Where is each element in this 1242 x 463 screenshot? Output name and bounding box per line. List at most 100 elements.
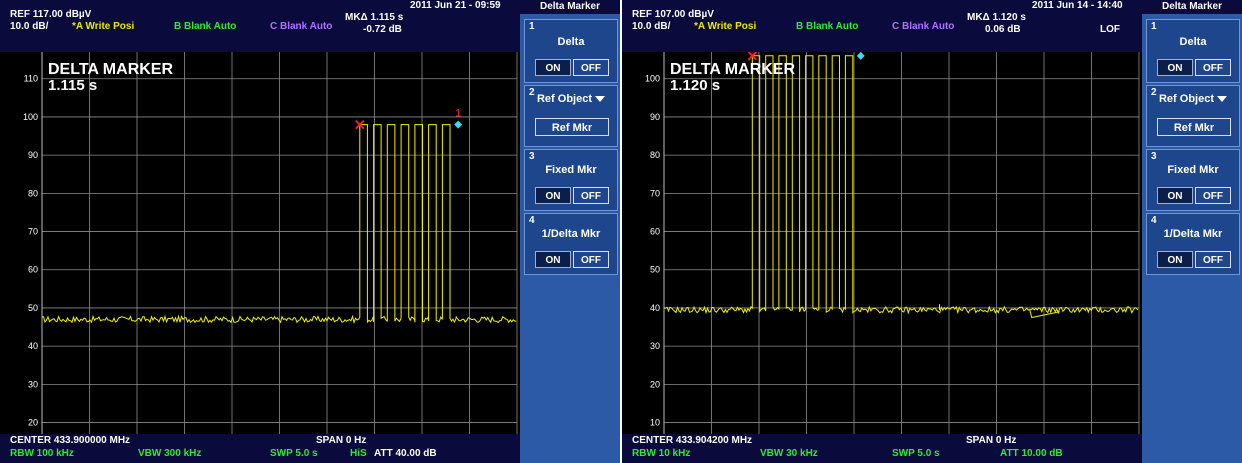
softkey-fixed-mkr[interactable]: 3 Fixed Mkr ON OFF (1146, 149, 1240, 211)
delta-marker-value: 1.115 s (48, 77, 97, 94)
softkey-number: 2 (529, 87, 535, 98)
on-option[interactable]: ON (535, 251, 571, 268)
marker-delta-readout: MKΔ 1.115 s (345, 12, 404, 23)
datetime: 2011 Jun 14 - 14:40 (1032, 0, 1123, 11)
attenuation-readout: ATT 10.00 dB (1000, 448, 1063, 459)
softkey-delta[interactable]: 1 Delta ON OFF (1146, 19, 1240, 83)
reference-marker-icon (355, 119, 365, 130)
trace-a-line (41, 124, 517, 325)
delta-marker-value: 1.120 s (670, 77, 720, 94)
y-tick-label: 90 (28, 150, 38, 160)
y-tick-label: 80 (28, 188, 38, 198)
lof-indicator: LOF (1100, 24, 1120, 35)
softkey-ref-object[interactable]: 2 Ref Object Ref Mkr (524, 85, 618, 147)
trace-c-status: C Blank Auto (270, 21, 333, 32)
trace-a-status: *A Write Posi (72, 21, 135, 32)
inverse-delta-toggle[interactable]: ON OFF (535, 251, 609, 268)
ref-level: REF 107.00 dBµV (632, 9, 714, 20)
marker-level-readout: 0.06 dB (985, 24, 1021, 35)
on-option[interactable]: ON (535, 187, 571, 204)
rbw-readout: RBW 100 kHz (10, 448, 74, 459)
fixed-mkr-toggle[interactable]: ON OFF (535, 187, 609, 204)
y-tick-label: 110 (24, 74, 38, 84)
softkey-label: Ref Object (1147, 93, 1239, 105)
analyzer-screen-right: REF 107.00 dBµV 10.0 dB/ *A Write Posi B… (622, 0, 1242, 463)
softkey-number: 3 (1151, 151, 1157, 162)
softkey-number: 2 (1151, 87, 1157, 98)
off-option[interactable]: OFF (1195, 251, 1231, 268)
softkey-delta[interactable]: 1 Delta ON OFF (524, 19, 618, 83)
trace-a-line (663, 55, 1139, 315)
trace-b-status: B Blank Auto (174, 21, 237, 32)
on-option[interactable]: ON (1157, 187, 1193, 204)
rbw-readout: RBW 10 kHz (632, 448, 691, 459)
center-frequency: CENTER 433.900000 MHz (10, 435, 131, 446)
softkey-number: 3 (529, 151, 535, 162)
y-tick-label: 90 (650, 112, 660, 122)
on-option[interactable]: ON (535, 59, 571, 76)
marker-level-readout: -0.72 dB (363, 24, 402, 35)
dropdown-triangle-icon (595, 96, 605, 103)
span-readout: SPAN 0 Hz (966, 435, 1017, 446)
softkey-label: 1/Delta Mkr (541, 228, 601, 240)
status-header: REF 107.00 dBµV 10.0 dB/ *A Write Posi B… (622, 0, 1142, 52)
off-option[interactable]: OFF (573, 251, 609, 268)
ref-object-label: Ref Object (1158, 93, 1214, 105)
trace-plot: 110 100 90 80 70 60 50 40 30 20 1 DELTA MARKER1.115… (23, 52, 518, 434)
delta-toggle[interactable]: ON OFF (535, 59, 609, 76)
off-option[interactable]: OFF (1195, 59, 1231, 76)
delta-marker-title: DELTA MARKER (48, 61, 173, 78)
softkey-menu: Delta Marker 1 Delta ON OFF 2 Ref Object… (520, 0, 620, 463)
ref-mkr-button[interactable]: Ref Mkr (1157, 118, 1231, 136)
analyzer-screen-left: REF 117.00 dBµV 10.0 dB/ *A Write Posi B… (0, 0, 620, 463)
y-tick-label: 10 (650, 418, 660, 428)
y-tick-label: 80 (650, 150, 660, 160)
on-option[interactable]: ON (1157, 59, 1193, 76)
y-tick-label: 100 (23, 112, 38, 122)
softkey-fixed-mkr[interactable]: 3 Fixed Mkr ON OFF (524, 149, 618, 211)
center-frequency: CENTER 433.904200 MHz (632, 435, 753, 446)
scale-per-div: 10.0 dB/ (10, 21, 49, 32)
sweep-readout: SWP 5.0 s (892, 448, 940, 459)
y-tick-label: 30 (28, 379, 38, 389)
fixed-mkr-toggle[interactable]: ON OFF (1157, 187, 1231, 204)
status-header: REF 117.00 dBµV 10.0 dB/ *A Write Posi B… (0, 0, 520, 52)
y-tick-label: 50 (650, 265, 660, 275)
off-option[interactable]: OFF (1195, 187, 1231, 204)
marker-number-label: 1 (455, 108, 461, 120)
his-indicator: HiS (350, 448, 367, 459)
y-tick-label: 50 (28, 303, 38, 313)
softkey-number: 1 (1151, 21, 1157, 32)
ref-object-label: Ref Object (536, 93, 592, 105)
datetime: 2011 Jun 21 - 09:59 (410, 0, 501, 11)
softkey-number: 1 (529, 21, 535, 32)
softkey-label: 1/Delta Mkr (1163, 228, 1223, 240)
softkey-inverse-delta-mkr[interactable]: 4 1/Delta Mkr ON OFF (524, 213, 618, 275)
softkey-label: Fixed Mkr (1167, 164, 1219, 176)
off-option[interactable]: OFF (573, 59, 609, 76)
softkey-label: Delta (1179, 36, 1207, 48)
sweep-readout: SWP 5.0 s (270, 448, 318, 459)
vbw-readout: VBW 300 kHz (138, 448, 202, 459)
y-tick-label: 40 (650, 303, 660, 313)
y-tick-label: 70 (28, 227, 38, 237)
softkey-number: 4 (529, 215, 535, 226)
softkey-inverse-delta-mkr[interactable]: 4 1/Delta Mkr ON OFF (1146, 213, 1240, 275)
trace-dip (1029, 309, 1060, 319)
on-option[interactable]: ON (1157, 251, 1193, 268)
trace-a-status: *A Write Posi (694, 21, 757, 32)
softkey-menu: Delta Marker 1 Delta ON OFF 2 Ref Object… (1142, 0, 1242, 463)
reference-marker-icon (747, 52, 757, 61)
marker-delta-readout: MKΔ 1.120 s (967, 12, 1026, 23)
softkey-label: Ref Object (525, 93, 617, 105)
off-option[interactable]: OFF (573, 187, 609, 204)
dropdown-triangle-icon (1217, 96, 1227, 103)
softkey-ref-object[interactable]: 2 Ref Object Ref Mkr (1146, 85, 1240, 147)
inverse-delta-toggle[interactable]: ON OFF (1157, 251, 1231, 268)
y-tick-label: 100 (645, 74, 660, 84)
ref-mkr-button[interactable]: Ref Mkr (535, 118, 609, 136)
delta-marker-icon (856, 52, 865, 60)
y-tick-label: 20 (28, 418, 38, 428)
delta-toggle[interactable]: ON OFF (1157, 59, 1231, 76)
